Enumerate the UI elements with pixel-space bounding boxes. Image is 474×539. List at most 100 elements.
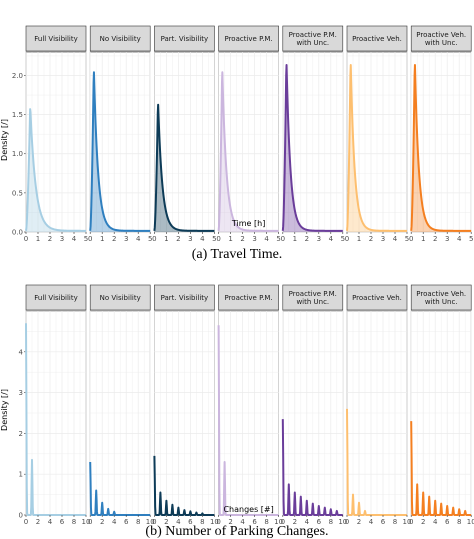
x-tick-label: 2 <box>421 518 425 526</box>
facet-strip <box>410 284 472 311</box>
facet-strip-line: Part. Visibility <box>161 294 209 302</box>
facet-strip-label: Part. Visibility <box>161 294 209 302</box>
density-line <box>410 64 472 232</box>
density-line <box>153 103 216 232</box>
x-tick-label: 1 <box>421 235 425 243</box>
x-tick-label: 2 <box>48 235 52 243</box>
y-tick-label: 3 <box>19 389 23 397</box>
x-tick-label: 4 <box>369 518 374 526</box>
x-tick-label: 4 <box>433 518 438 526</box>
y-tick-label: 0.5 <box>12 189 23 197</box>
x-tick-label: 2 <box>112 235 116 243</box>
x-tick-label: 4 <box>264 235 269 243</box>
facet-strip-line: No Visibility <box>100 35 141 43</box>
density-area <box>347 65 407 232</box>
x-tick-label: 5 <box>212 235 216 243</box>
density-line <box>89 71 151 232</box>
y-tick-label: 2 <box>19 430 23 438</box>
facet-strip <box>154 284 215 311</box>
x-tick-label: 3 <box>60 235 64 243</box>
x-tick-label: 8 <box>72 518 76 526</box>
x-axis-title: Changes [#] <box>223 505 273 514</box>
facet-strip <box>218 284 279 311</box>
x-tick-label: 4 <box>393 235 398 243</box>
x-tick-label: 2 <box>240 235 244 243</box>
x-tick-label: 0 <box>216 235 220 243</box>
x-tick-label: 5 <box>148 235 152 243</box>
x-tick-label: 5 <box>469 235 473 243</box>
facet-panel: Full Visibility 0 1 2 3 4 5 <box>24 25 88 243</box>
y-tick-label: 1 <box>19 471 23 479</box>
facet-strip-label: No Visibility <box>100 35 141 43</box>
facet-strip-line: Proactive Veh. <box>416 31 466 39</box>
facet-strip-label: Part. Visibility <box>161 35 209 43</box>
x-tick-label: 6 <box>188 518 193 526</box>
x-tick-label: 8 <box>200 518 204 526</box>
facet-strip-line: Full Visibility <box>34 294 78 302</box>
x-tick-label: 4 <box>48 518 53 526</box>
x-tick-label: 2 <box>36 518 40 526</box>
facet-strip-label: Proactive P.M. with Unc. <box>289 31 337 47</box>
density-line <box>217 325 280 516</box>
facet-strip-line: Proactive P.M. <box>289 290 337 298</box>
x-tick-label: 2 <box>369 235 373 243</box>
y-tick-label: 2.0 <box>12 72 23 80</box>
facet-strip-label: Full Visibility <box>34 294 78 302</box>
x-tick-label: 0 <box>152 235 156 243</box>
facet-strip <box>25 25 87 52</box>
density-line <box>89 461 151 516</box>
x-tick-label: 10 <box>274 518 283 526</box>
x-tick-label: 10 <box>338 518 347 526</box>
density-area <box>282 65 343 232</box>
facet-strip <box>346 25 408 52</box>
x-tick-label: 6 <box>445 518 450 526</box>
chart-travel-time: 0.0 0.5 1.0 1.5 2.0 Density [/] Full Visibilit… <box>0 25 473 262</box>
x-tick-label: 3 <box>252 235 256 243</box>
facet-strip-label: Proactive P.M. <box>224 35 272 43</box>
x-tick-label: 1 <box>293 235 297 243</box>
facet-strip-label: Proactive Veh. <box>352 294 402 302</box>
facet-panel: Proactive P.M. 0 1 2 3 4 5 <box>216 25 281 243</box>
x-tick-label: 4 <box>176 518 181 526</box>
x-tick-label: 2 <box>433 235 437 243</box>
x-tick-label: 3 <box>445 235 449 243</box>
density-area <box>218 72 279 233</box>
x-tick-label: 2 <box>164 518 168 526</box>
facet-strip-label: Proactive P.M. <box>224 294 272 302</box>
density-line <box>25 108 87 232</box>
facet-strip <box>154 25 215 52</box>
density-line <box>346 408 408 516</box>
facet-strip-line: No Visibility <box>100 294 141 302</box>
facet-strip-line: Proactive Veh. <box>416 290 466 298</box>
facet-strip-line: Proactive P.M. <box>224 294 272 302</box>
x-tick-label: 3 <box>124 235 128 243</box>
x-tick-label: 1 <box>357 235 361 243</box>
facet-strip-line: Proactive Veh. <box>352 294 402 302</box>
facet-strip-line: Proactive Veh. <box>352 35 402 43</box>
x-tick-label: 2 <box>357 518 361 526</box>
x-tick-label: 2 <box>228 518 232 526</box>
facet-strip-line: with Unc. <box>425 298 458 306</box>
facet-strip-line: Proactive P.M. <box>224 35 272 43</box>
y-axis-title: Density [/] <box>0 119 9 161</box>
x-tick-label: 1 <box>36 235 40 243</box>
x-tick-label: 1 <box>164 235 168 243</box>
x-tick-label: 3 <box>188 235 192 243</box>
x-tick-label: 0 <box>409 518 413 526</box>
density-line <box>25 323 87 516</box>
x-tick-label: 4 <box>200 235 205 243</box>
density-area <box>411 65 472 232</box>
facet-strip <box>25 284 87 311</box>
facet-panel: Proactive P.M.0 2 4 6 8 10 <box>216 284 283 526</box>
facet-strip-label: Proactive Veh. <box>352 35 402 43</box>
x-tick-label: 0 <box>409 235 413 243</box>
facet-panel: Proactive Veh.0 2 4 6 8 10 <box>345 284 411 526</box>
x-tick-label: 0 <box>216 518 220 526</box>
x-tick-label: 4 <box>329 235 334 243</box>
density-line <box>281 419 344 516</box>
facet-panel: Proactive P.M. with Unc.0 2 4 6 8 10 <box>281 284 347 526</box>
x-tick-label: 5 <box>341 235 345 243</box>
